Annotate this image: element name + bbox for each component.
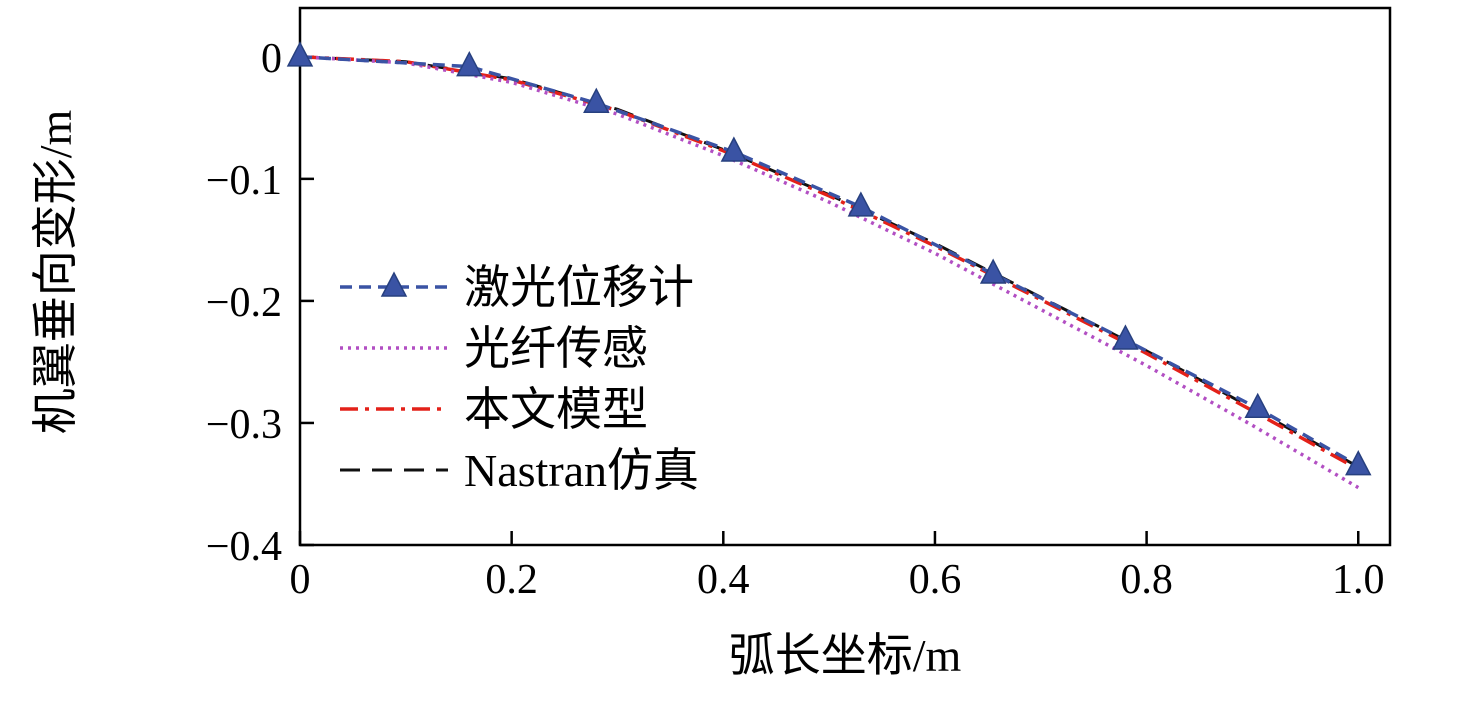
marker-triangle-laser <box>380 271 408 297</box>
axis-box <box>298 6 1392 547</box>
y-tick-label: −0.1 <box>206 158 282 204</box>
y-tick-label: 0 <box>261 36 282 82</box>
x-tick-label: 0.8 <box>1120 557 1173 603</box>
legend-label-nastran: Nastran仿真 <box>464 445 699 496</box>
x-tick-label: 0.6 <box>909 557 962 603</box>
legend-label-model: 本文模型 <box>464 384 648 435</box>
marker-triangle-laser <box>979 258 1007 284</box>
series-line-laser <box>299 55 1360 468</box>
x-axis-label: 弧长坐标/m <box>728 630 962 681</box>
marker-triangle-laser <box>456 50 483 77</box>
x-tick-label: 0.4 <box>697 557 750 603</box>
marker-triangle-laser <box>847 191 875 217</box>
marker-triangle-laser <box>1345 450 1372 476</box>
marker-triangle-laser <box>1112 324 1139 350</box>
x-tick-label: 0 <box>290 557 311 603</box>
marker-triangle-laser <box>286 41 314 67</box>
y-axis-label: 机翼垂向变形/m <box>30 109 81 435</box>
marker-triangle-laser <box>720 136 748 162</box>
y-tick-label: −0.3 <box>206 402 282 448</box>
x-tick-label: 0.2 <box>485 557 538 603</box>
x-tick-label: 1.0 <box>1332 557 1385 603</box>
legend-label-fiber: 光纤传感 <box>464 323 648 374</box>
series-line-model <box>299 55 1360 471</box>
marker-triangle-laser <box>1244 392 1271 419</box>
y-tick-label: −0.2 <box>206 280 282 326</box>
marker-triangle-laser <box>583 87 610 113</box>
y-tick-label: −0.4 <box>206 524 282 570</box>
series-line-fiber <box>299 55 1360 490</box>
series-line-nastran <box>299 55 1360 469</box>
legend-label-laser: 激光位移计 <box>464 262 694 313</box>
